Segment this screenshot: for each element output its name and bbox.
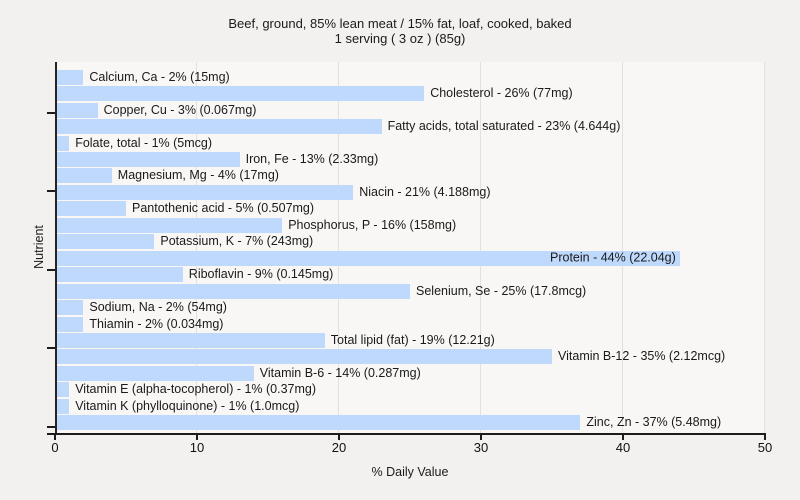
bar	[55, 119, 382, 135]
x-axis-tick-label: 20	[331, 440, 347, 455]
bars-container: Calcium, Ca - 2% (15mg) Cholesterol - 26%…	[55, 69, 765, 431]
bar-row: Copper, Cu - 3% (0.067mg)	[55, 102, 765, 118]
bar-row: Vitamin E (alpha-tocopherol) - 1% (0.37m…	[55, 382, 765, 398]
bar	[55, 135, 70, 151]
bar-row: Vitamin B-6 - 14% (0.287mg)	[55, 365, 765, 381]
bar-label: Magnesium, Mg - 4% (17mg)	[117, 168, 279, 183]
bar-label: Folate, total - 1% (5mcg)	[75, 135, 213, 150]
bar	[55, 349, 552, 365]
x-axis-tick-label: 50	[757, 440, 773, 455]
bar-row: Potassium, K - 7% (243mg)	[55, 234, 765, 250]
bar-row: Thiamin - 2% (0.034mg)	[55, 316, 765, 332]
bar	[55, 415, 581, 431]
bar	[55, 300, 84, 316]
bar-row: Sodium, Na - 2% (54mg)	[55, 299, 765, 316]
bar-row: Niacin - 21% (4.188mg)	[55, 184, 765, 200]
chart-title-line1: Beef, ground, 85% lean meat / 15% fat, l…	[228, 16, 572, 31]
bar-label: Selenium, Se - 25% (17.8mcg)	[416, 283, 587, 298]
x-axis-tick	[480, 433, 482, 440]
x-axis-tick-label: 30	[473, 440, 489, 455]
bar-label: Thiamin - 2% (0.034mg)	[89, 316, 224, 331]
bar	[55, 234, 155, 250]
y-axis-tick	[47, 347, 55, 350]
gridline	[764, 62, 765, 433]
gridline	[480, 62, 481, 433]
bar	[55, 69, 84, 85]
y-axis-tick	[47, 269, 55, 272]
bar	[55, 365, 254, 381]
bar	[55, 102, 98, 118]
bar	[55, 151, 240, 167]
gridline	[338, 62, 339, 433]
bar-label: Vitamin K (phylloquinone) - 1% (1.0mcg)	[75, 398, 300, 413]
x-axis-label: % Daily Value	[371, 465, 449, 479]
bar	[55, 332, 325, 348]
y-axis-tick	[47, 111, 55, 114]
bar-row: Iron, Fe - 13% (2.33mg)	[55, 151, 765, 167]
bar-label: Sodium, Na - 2% (54mg)	[89, 300, 227, 315]
bar-label: Riboflavin - 9% (0.145mg)	[188, 267, 334, 282]
bar-row: Selenium, Se - 25% (17.8mcg)	[55, 283, 765, 299]
bar-label: Calcium, Ca - 2% (15mg)	[89, 69, 230, 84]
y-axis-tick	[47, 426, 55, 429]
x-axis-tick-label: 10	[189, 440, 205, 455]
bar-label: Fatty acids, total saturated - 23% (4.64…	[387, 119, 621, 134]
x-axis-tick	[54, 433, 56, 440]
bar	[55, 250, 680, 266]
chart-title: Beef, ground, 85% lean meat / 15% fat, l…	[0, 16, 800, 46]
x-axis-tick	[764, 433, 766, 440]
bar-row: Vitamin K (phylloquinone) - 1% (1.0mcg)	[55, 398, 765, 414]
x-axis-tick	[338, 433, 340, 440]
bar	[55, 217, 283, 233]
bar-label: Vitamin B-12 - 35% (2.12mcg)	[558, 349, 726, 364]
bar	[55, 184, 354, 200]
bar-row: Fatty acids, total saturated - 23% (4.64…	[55, 118, 765, 135]
plot-area: Calcium, Ca - 2% (15mg) Cholesterol - 26%…	[47, 62, 772, 455]
bar-row: Magnesium, Mg - 4% (17mg)	[55, 168, 765, 184]
gridline	[196, 62, 197, 433]
bar	[55, 201, 126, 217]
x-axis-tick-label: 0	[51, 440, 59, 455]
x-axis-tick	[622, 433, 624, 440]
bar-row: Vitamin B-12 - 35% (2.12mcg)	[55, 349, 765, 365]
bar-row: Calcium, Ca - 2% (15mg)	[55, 69, 765, 85]
y-axis-tick	[47, 190, 55, 193]
bar-row: Zinc, Zn - 37% (5.48mg)	[55, 415, 765, 431]
bar	[55, 316, 84, 332]
bar-label: Cholesterol - 26% (77mg)	[430, 86, 573, 101]
bar-label: Phosphorus, P - 16% (158mg)	[288, 217, 457, 232]
bar	[55, 168, 112, 184]
bar-label: Pantothenic acid - 5% (0.507mg)	[132, 201, 315, 216]
bar-row: Riboflavin - 9% (0.145mg)	[55, 266, 765, 283]
bar	[55, 398, 70, 414]
y-axis-label: Nutrient	[32, 225, 46, 269]
bar	[55, 86, 425, 102]
x-axis-tick	[196, 433, 198, 440]
bar	[55, 382, 70, 398]
gridline	[622, 62, 623, 433]
bar-label: Copper, Cu - 3% (0.067mg)	[103, 102, 257, 117]
bar-row: Pantothenic acid - 5% (0.507mg)	[55, 201, 765, 217]
bar-row: Folate, total - 1% (5mcg)	[55, 135, 765, 151]
chart-title-line2: 1 serving ( 3 oz ) (85g)	[334, 31, 466, 46]
bar-label: Zinc, Zn - 37% (5.48mg)	[586, 415, 722, 430]
bar	[55, 267, 183, 283]
bar-row: Protein - 44% (22.04g)	[55, 250, 765, 266]
bar-row: Total lipid (fat) - 19% (12.21g)	[55, 332, 765, 348]
x-axis-line	[47, 433, 766, 435]
bar-label: Total lipid (fat) - 19% (12.21g)	[330, 332, 495, 347]
bar-label: Vitamin B-6 - 14% (0.287mg)	[259, 365, 421, 380]
bar-label: Protein - 44% (22.04g)	[550, 250, 676, 265]
bar	[55, 283, 410, 299]
bar-label: Niacin - 21% (4.188mg)	[359, 184, 491, 199]
bar-label: Vitamin E (alpha-tocopherol) - 1% (0.37m…	[75, 382, 317, 397]
x-axis-tick-label: 40	[615, 440, 631, 455]
y-axis-line	[55, 62, 57, 433]
bar-label: Iron, Fe - 13% (2.33mg)	[245, 151, 379, 166]
bar-row: Phosphorus, P - 16% (158mg)	[55, 217, 765, 233]
bar-label: Potassium, K - 7% (243mg)	[160, 234, 314, 249]
bar-row: Cholesterol - 26% (77mg)	[55, 85, 765, 102]
